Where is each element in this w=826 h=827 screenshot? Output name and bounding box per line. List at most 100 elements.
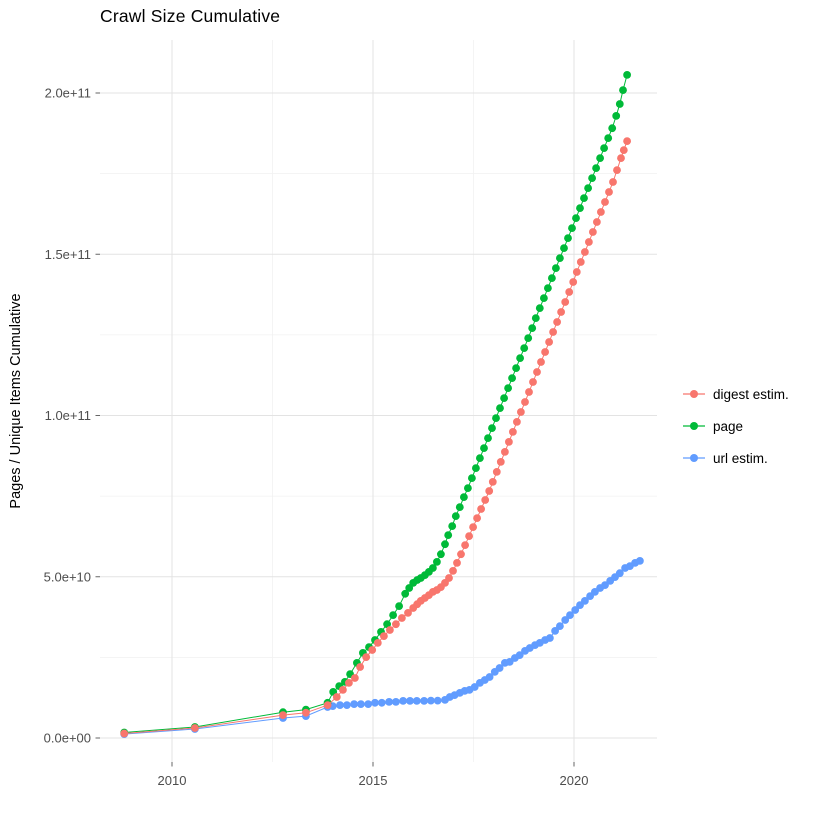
- legend: digest estim. page url estim.: [682, 378, 789, 474]
- data-point-page: [448, 522, 457, 530]
- data-point-page: [516, 354, 524, 362]
- data-point-digest-estim: [509, 428, 517, 436]
- x-tick-label: 2015: [359, 773, 388, 788]
- data-point-digest-estim: [356, 663, 364, 671]
- data-point-digest-estim: [565, 288, 574, 296]
- x-tick-label: 2020: [560, 773, 589, 788]
- data-point-url-estim: [371, 698, 379, 707]
- data-point-digest-estim: [581, 248, 589, 256]
- data-point-digest-estim: [593, 218, 601, 226]
- data-point-page: [437, 550, 445, 559]
- data-point-digest-estim: [488, 478, 497, 486]
- data-point-page: [496, 404, 504, 412]
- data-point-page: [464, 484, 472, 492]
- data-point-page: [451, 512, 460, 520]
- data-point-digest-estim: [449, 567, 457, 575]
- data-point-digest-estim: [473, 514, 481, 522]
- data-point-url-estim: [636, 557, 644, 565]
- data-point-digest-estim: [601, 198, 609, 206]
- data-point-page: [576, 204, 584, 213]
- data-point-page: [383, 620, 391, 629]
- data-point-digest-estim: [457, 550, 465, 559]
- data-point-page: [455, 503, 464, 511]
- data-point-url-estim: [515, 651, 524, 659]
- data-point-digest-estim: [561, 298, 570, 306]
- data-point-page: [441, 540, 449, 549]
- data-point-digest-estim: [623, 137, 631, 146]
- data-point-url-estim: [406, 697, 414, 705]
- data-point-digest-estim: [541, 348, 549, 356]
- x-tick-label: 2010: [158, 773, 187, 788]
- data-point-page: [500, 394, 508, 402]
- series-line-url-estim: [124, 560, 641, 735]
- data-point-page: [492, 414, 500, 422]
- data-point-digest-estim: [191, 724, 199, 732]
- data-point-url-estim: [556, 622, 564, 630]
- data-point-page: [596, 154, 604, 163]
- data-point-page: [540, 294, 548, 302]
- data-point-digest-estim: [613, 166, 621, 175]
- data-point-digest-estim: [533, 368, 541, 376]
- data-point-digest-estim: [505, 438, 513, 446]
- data-point-digest-estim: [609, 178, 617, 186]
- data-point-page: [488, 424, 496, 432]
- data-point-page: [460, 493, 468, 501]
- data-point-page: [535, 304, 544, 312]
- data-point-digest-estim: [386, 626, 394, 634]
- data-point-url-estim: [485, 673, 494, 681]
- data-point-digest-estim: [569, 278, 578, 286]
- data-point-page: [600, 144, 608, 153]
- data-point-digest-estim: [517, 408, 525, 416]
- legend-key-page-icon: [683, 422, 705, 430]
- data-point-digest-estim: [392, 620, 400, 629]
- legend-item-url-estim: url estim.: [682, 442, 789, 474]
- data-point-digest-estim: [302, 708, 310, 717]
- data-point-digest-estim: [492, 468, 501, 476]
- data-point-page: [615, 100, 624, 108]
- data-point-page: [531, 314, 540, 322]
- data-point-digest-estim: [585, 238, 593, 246]
- data-point-digest-estim: [345, 679, 353, 687]
- data-point-digest-estim: [513, 418, 521, 426]
- legend-key-url-icon: [683, 454, 705, 462]
- data-point-page: [604, 134, 613, 143]
- data-point-url-estim: [399, 697, 407, 705]
- data-point-digest-estim: [597, 208, 605, 216]
- data-point-digest-estim: [279, 711, 287, 719]
- data-point-url-estim: [561, 616, 570, 624]
- data-point-page: [524, 334, 533, 342]
- data-point-digest-estim: [589, 228, 597, 236]
- data-point-url-estim: [350, 700, 358, 708]
- data-point-page: [472, 464, 480, 472]
- data-point-url-estim: [566, 611, 574, 619]
- data-point-digest-estim: [362, 653, 371, 661]
- y-tick-label: 1.5e+11: [45, 247, 91, 262]
- data-point-digest-estim: [332, 693, 341, 701]
- data-point-page: [608, 124, 617, 133]
- data-point-page: [580, 194, 588, 203]
- data-point-page: [389, 611, 397, 619]
- data-point-digest-estim: [557, 308, 565, 316]
- data-point-digest-estim: [545, 338, 553, 346]
- data-point-digest-estim: [619, 146, 628, 155]
- data-point-digest-estim: [373, 639, 382, 647]
- data-point-page: [612, 112, 621, 120]
- data-point-digest-estim: [380, 632, 388, 640]
- data-point-digest-estim: [469, 523, 477, 531]
- data-point-digest-estim: [461, 541, 469, 549]
- data-point-digest-estim: [572, 268, 581, 276]
- data-point-digest-estim: [521, 398, 529, 406]
- data-point-page: [528, 324, 537, 332]
- data-point-url-estim: [357, 700, 365, 708]
- data-point-digest-estim: [477, 505, 485, 513]
- legend-label-page: page: [713, 418, 744, 434]
- data-point-page: [556, 254, 564, 262]
- data-point-digest-estim: [445, 574, 453, 582]
- data-point-page: [476, 454, 484, 462]
- data-point-url-estim: [581, 597, 589, 605]
- y-tick-label: 0.0e+00: [44, 731, 91, 746]
- data-point-page: [588, 174, 596, 183]
- data-point-digest-estim: [351, 674, 359, 682]
- data-point-digest-estim: [339, 686, 347, 694]
